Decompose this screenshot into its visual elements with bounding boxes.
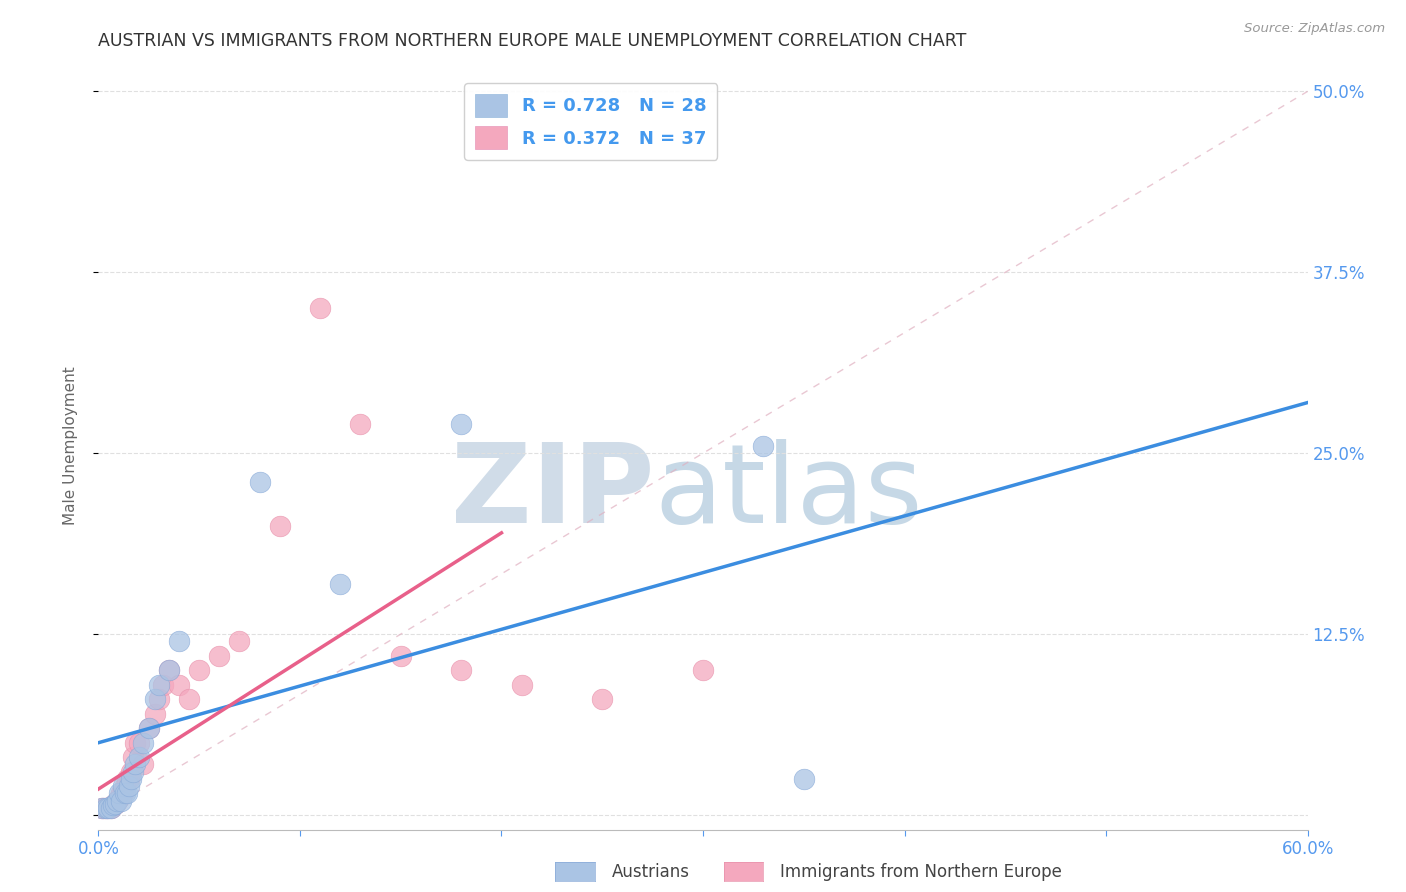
Point bbox=[103, 797, 125, 811]
Legend: R = 0.728   N = 28, R = 0.372   N = 37: R = 0.728 N = 28, R = 0.372 N = 37 bbox=[464, 83, 717, 160]
Point bbox=[167, 678, 190, 692]
Point bbox=[101, 797, 124, 812]
Point bbox=[96, 801, 118, 815]
Point bbox=[752, 439, 775, 453]
Point bbox=[121, 750, 143, 764]
Point bbox=[120, 772, 142, 786]
Point bbox=[143, 706, 166, 721]
Point bbox=[124, 736, 146, 750]
Point bbox=[114, 786, 136, 800]
Point bbox=[103, 797, 125, 811]
Point bbox=[793, 772, 815, 786]
Point bbox=[100, 801, 122, 815]
Point bbox=[157, 664, 180, 678]
Point bbox=[120, 764, 142, 779]
Point bbox=[105, 794, 128, 808]
Point bbox=[148, 692, 170, 706]
Point bbox=[110, 794, 132, 808]
Y-axis label: Male Unemployment: Male Unemployment bbox=[63, 367, 77, 525]
Point bbox=[389, 648, 412, 663]
Point bbox=[121, 764, 143, 779]
Point bbox=[132, 757, 155, 772]
Point bbox=[124, 757, 146, 772]
Point bbox=[249, 475, 271, 490]
Point bbox=[269, 518, 291, 533]
Point bbox=[152, 678, 174, 692]
Point bbox=[118, 772, 141, 786]
Point bbox=[128, 736, 150, 750]
Point bbox=[329, 576, 352, 591]
Point bbox=[107, 790, 129, 805]
Point bbox=[179, 692, 201, 706]
Text: Immigrants from Northern Europe: Immigrants from Northern Europe bbox=[780, 863, 1062, 881]
Point bbox=[107, 786, 129, 800]
Point bbox=[510, 678, 533, 692]
Point bbox=[128, 750, 150, 764]
Point bbox=[93, 801, 115, 815]
Point bbox=[143, 692, 166, 706]
Point bbox=[110, 786, 132, 800]
Text: AUSTRIAN VS IMMIGRANTS FROM NORTHERN EUROPE MALE UNEMPLOYMENT CORRELATION CHART: AUSTRIAN VS IMMIGRANTS FROM NORTHERN EUR… bbox=[98, 32, 967, 50]
Text: Austrians: Austrians bbox=[612, 863, 689, 881]
Point bbox=[91, 801, 114, 815]
Text: ZIP: ZIP bbox=[451, 439, 655, 546]
Point bbox=[101, 797, 124, 812]
Point bbox=[167, 634, 190, 648]
Text: atlas: atlas bbox=[655, 439, 924, 546]
Point bbox=[228, 634, 250, 648]
Point bbox=[114, 779, 136, 793]
Point bbox=[188, 664, 211, 678]
Point bbox=[97, 801, 120, 815]
Point bbox=[97, 801, 120, 815]
Point bbox=[309, 301, 332, 316]
Point bbox=[96, 801, 118, 815]
Point bbox=[138, 721, 160, 735]
Point bbox=[132, 736, 155, 750]
Point bbox=[138, 721, 160, 735]
Point bbox=[111, 786, 134, 800]
Point bbox=[115, 786, 138, 800]
Point bbox=[111, 779, 134, 793]
Point bbox=[100, 801, 122, 815]
Point bbox=[450, 417, 472, 432]
Point bbox=[349, 417, 371, 432]
Point bbox=[157, 664, 180, 678]
Point bbox=[692, 664, 714, 678]
Point bbox=[450, 664, 472, 678]
Point bbox=[91, 801, 114, 815]
Point bbox=[105, 794, 128, 808]
Point bbox=[591, 692, 613, 706]
Point bbox=[208, 648, 231, 663]
Point bbox=[118, 779, 141, 793]
Text: Source: ZipAtlas.com: Source: ZipAtlas.com bbox=[1244, 22, 1385, 36]
Point bbox=[148, 678, 170, 692]
Point bbox=[115, 772, 138, 786]
